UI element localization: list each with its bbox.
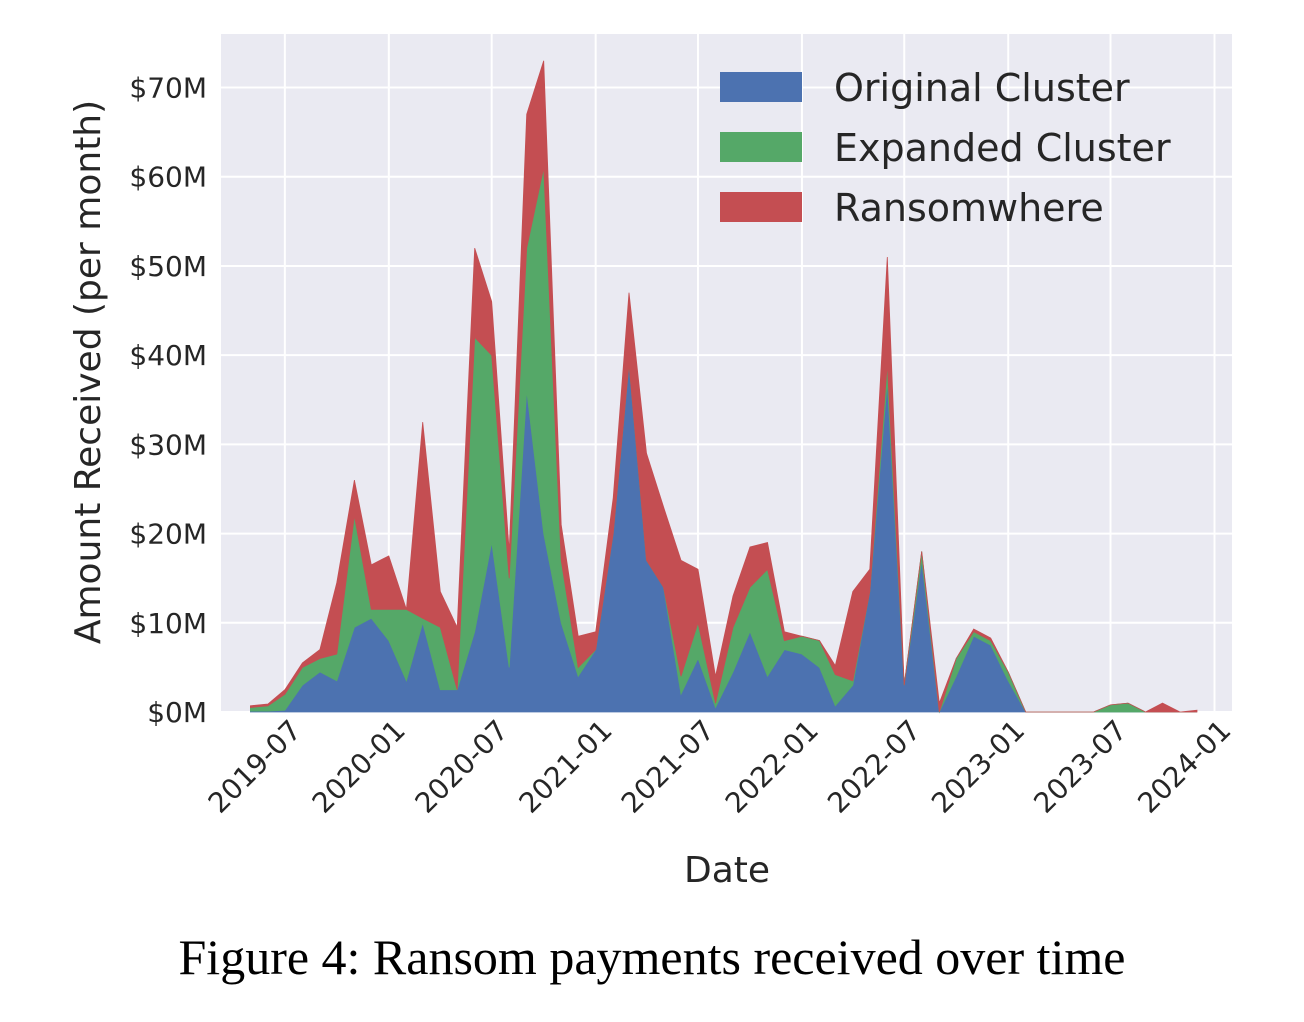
legend: Original Cluster Expanded Cluster Ransomwh… [720,66,1171,230]
y-tick-label: $10M [129,607,207,640]
legend-swatch-original-cluster [720,72,802,102]
legend-label-ransomwhere: Ransomwhere [834,186,1104,230]
x-tick-label: 2022-07 [821,714,927,820]
x-tick-label: 2023-07 [1027,714,1133,820]
x-tick-label: 2020-07 [409,714,515,820]
y-tick-label: $70M [129,72,207,105]
chart-svg: $0M$10M$20M$30M$40M$50M$60M$70M 2019-072… [68,34,1238,891]
x-axis-ticks: 2019-072020-012020-072021-012021-072022-… [202,714,1238,820]
x-axis-title: Date [684,850,770,891]
y-tick-label: $20M [129,518,207,551]
y-axis-title: Amount Received (per month) [68,100,109,644]
stacked-areas [250,60,1198,714]
y-tick-label: $30M [129,428,207,461]
y-tick-label: $60M [129,161,207,194]
x-tick-label: 2021-01 [513,714,619,820]
legend-label-original-cluster: Original Cluster [834,66,1130,110]
x-tick-label: 2022-01 [719,714,825,820]
x-tick-label: 2023-01 [925,714,1031,820]
y-tick-label: $0M [147,696,207,729]
y-tick-label: $40M [129,339,207,372]
y-tick-label: $50M [129,250,207,283]
area-ransomwhere [250,60,1198,713]
legend-swatch-ransomwhere [720,192,802,222]
legend-swatch-expanded-cluster [720,132,802,162]
y-axis-ticks: $0M $10M $20M $30M $40M $50M $60M $70M [129,72,207,729]
x-tick-label: 2020-01 [306,714,412,820]
x-tick-label: 2024-01 [1131,714,1237,820]
figure-caption: Figure 4: Ransom payments received over … [178,929,1126,985]
x-tick-label: 2019-07 [202,714,308,820]
x-tick-label: 2021-07 [615,714,721,820]
legend-label-expanded-cluster: Expanded Cluster [834,126,1171,170]
